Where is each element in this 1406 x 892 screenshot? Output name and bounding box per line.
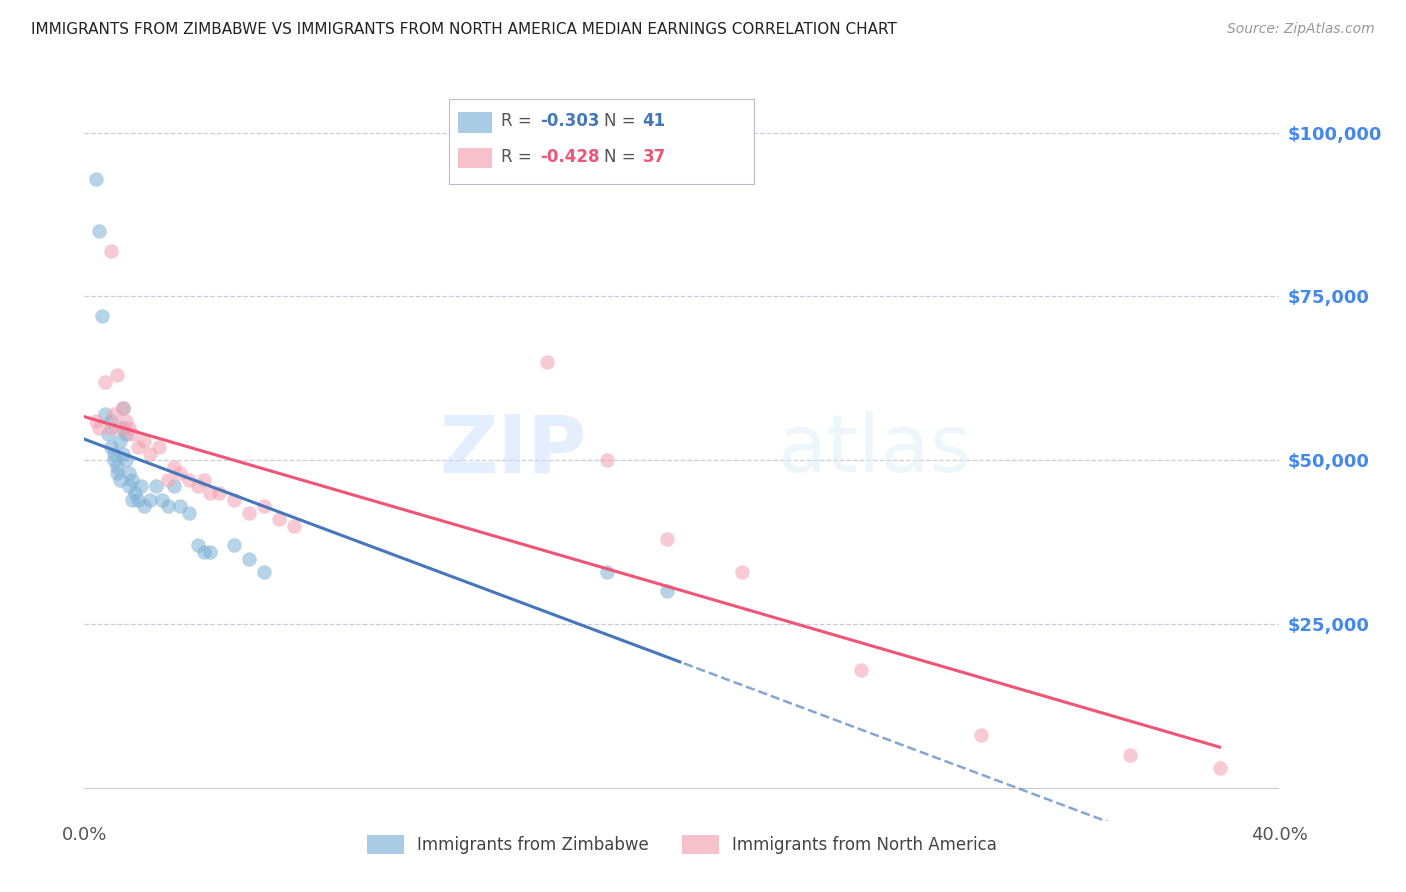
Point xyxy=(127,440,149,454)
Point xyxy=(94,375,117,389)
Legend: Immigrants from Zimbabwe, Immigrants from North America: Immigrants from Zimbabwe, Immigrants fro… xyxy=(360,828,1004,861)
Point xyxy=(536,355,558,369)
Text: N =: N = xyxy=(605,112,641,130)
Point xyxy=(655,532,678,546)
Point xyxy=(105,368,128,383)
Point xyxy=(208,486,231,500)
Point xyxy=(139,492,162,507)
Point xyxy=(157,473,180,487)
Point xyxy=(132,434,156,448)
Point xyxy=(851,663,873,677)
Point xyxy=(110,434,132,448)
Point xyxy=(100,420,122,434)
Point xyxy=(157,499,180,513)
Point xyxy=(121,492,143,507)
Point xyxy=(731,565,754,579)
Point xyxy=(103,453,125,467)
Point xyxy=(187,539,209,553)
Point xyxy=(238,551,260,566)
Point xyxy=(193,545,215,559)
Text: atlas: atlas xyxy=(778,411,972,490)
Point xyxy=(655,584,678,599)
Point xyxy=(115,453,138,467)
Point xyxy=(110,420,132,434)
Point xyxy=(112,420,135,434)
Point xyxy=(112,401,135,415)
Point xyxy=(139,447,162,461)
Point xyxy=(86,171,108,186)
Point xyxy=(86,414,108,428)
Text: IMMIGRANTS FROM ZIMBABWE VS IMMIGRANTS FROM NORTH AMERICA MEDIAN EARNINGS CORREL: IMMIGRANTS FROM ZIMBABWE VS IMMIGRANTS F… xyxy=(31,22,897,37)
Point xyxy=(169,467,191,481)
Point xyxy=(163,459,186,474)
Point xyxy=(112,401,135,415)
Point xyxy=(91,309,114,323)
Point xyxy=(145,479,167,493)
Point xyxy=(1209,761,1232,775)
Point xyxy=(150,492,173,507)
Point xyxy=(100,414,122,428)
Point xyxy=(253,499,276,513)
Point xyxy=(198,545,221,559)
Point xyxy=(129,479,152,493)
Text: N =: N = xyxy=(605,147,641,166)
Point xyxy=(121,473,143,487)
Point xyxy=(124,486,146,500)
Text: Source: ZipAtlas.com: Source: ZipAtlas.com xyxy=(1227,22,1375,37)
Point xyxy=(121,427,143,442)
Point xyxy=(253,565,276,579)
Text: 37: 37 xyxy=(643,147,665,166)
Point xyxy=(105,459,128,474)
Point xyxy=(89,224,111,238)
Point xyxy=(97,427,120,442)
Point xyxy=(103,447,125,461)
Point xyxy=(118,467,141,481)
Point xyxy=(267,512,290,526)
Text: -0.303: -0.303 xyxy=(540,112,599,130)
Text: R =: R = xyxy=(502,147,537,166)
FancyBboxPatch shape xyxy=(458,148,492,169)
Point xyxy=(110,473,132,487)
Point xyxy=(118,479,141,493)
Point xyxy=(970,729,993,743)
Text: -0.428: -0.428 xyxy=(540,147,599,166)
Point xyxy=(118,420,141,434)
Text: R =: R = xyxy=(502,112,537,130)
Text: ZIP: ZIP xyxy=(439,411,586,490)
Point xyxy=(187,479,209,493)
Point xyxy=(100,440,122,454)
Point xyxy=(238,506,260,520)
Point xyxy=(222,539,245,553)
Point xyxy=(115,427,138,442)
Point xyxy=(198,486,221,500)
Point xyxy=(596,453,619,467)
Point xyxy=(89,420,111,434)
Point xyxy=(177,473,200,487)
Point xyxy=(177,506,200,520)
Text: 41: 41 xyxy=(643,112,665,130)
Point xyxy=(169,499,191,513)
Point xyxy=(163,479,186,493)
FancyBboxPatch shape xyxy=(449,99,754,184)
Point xyxy=(596,565,619,579)
Point xyxy=(127,492,149,507)
Point xyxy=(283,518,305,533)
Point xyxy=(193,473,215,487)
Point xyxy=(132,499,156,513)
Point xyxy=(1119,748,1142,763)
Point xyxy=(103,408,125,422)
Point xyxy=(105,467,128,481)
Point xyxy=(94,408,117,422)
Point xyxy=(148,440,170,454)
Point xyxy=(100,244,122,258)
Point xyxy=(112,447,135,461)
Point xyxy=(222,492,245,507)
FancyBboxPatch shape xyxy=(458,112,492,133)
Point xyxy=(115,414,138,428)
